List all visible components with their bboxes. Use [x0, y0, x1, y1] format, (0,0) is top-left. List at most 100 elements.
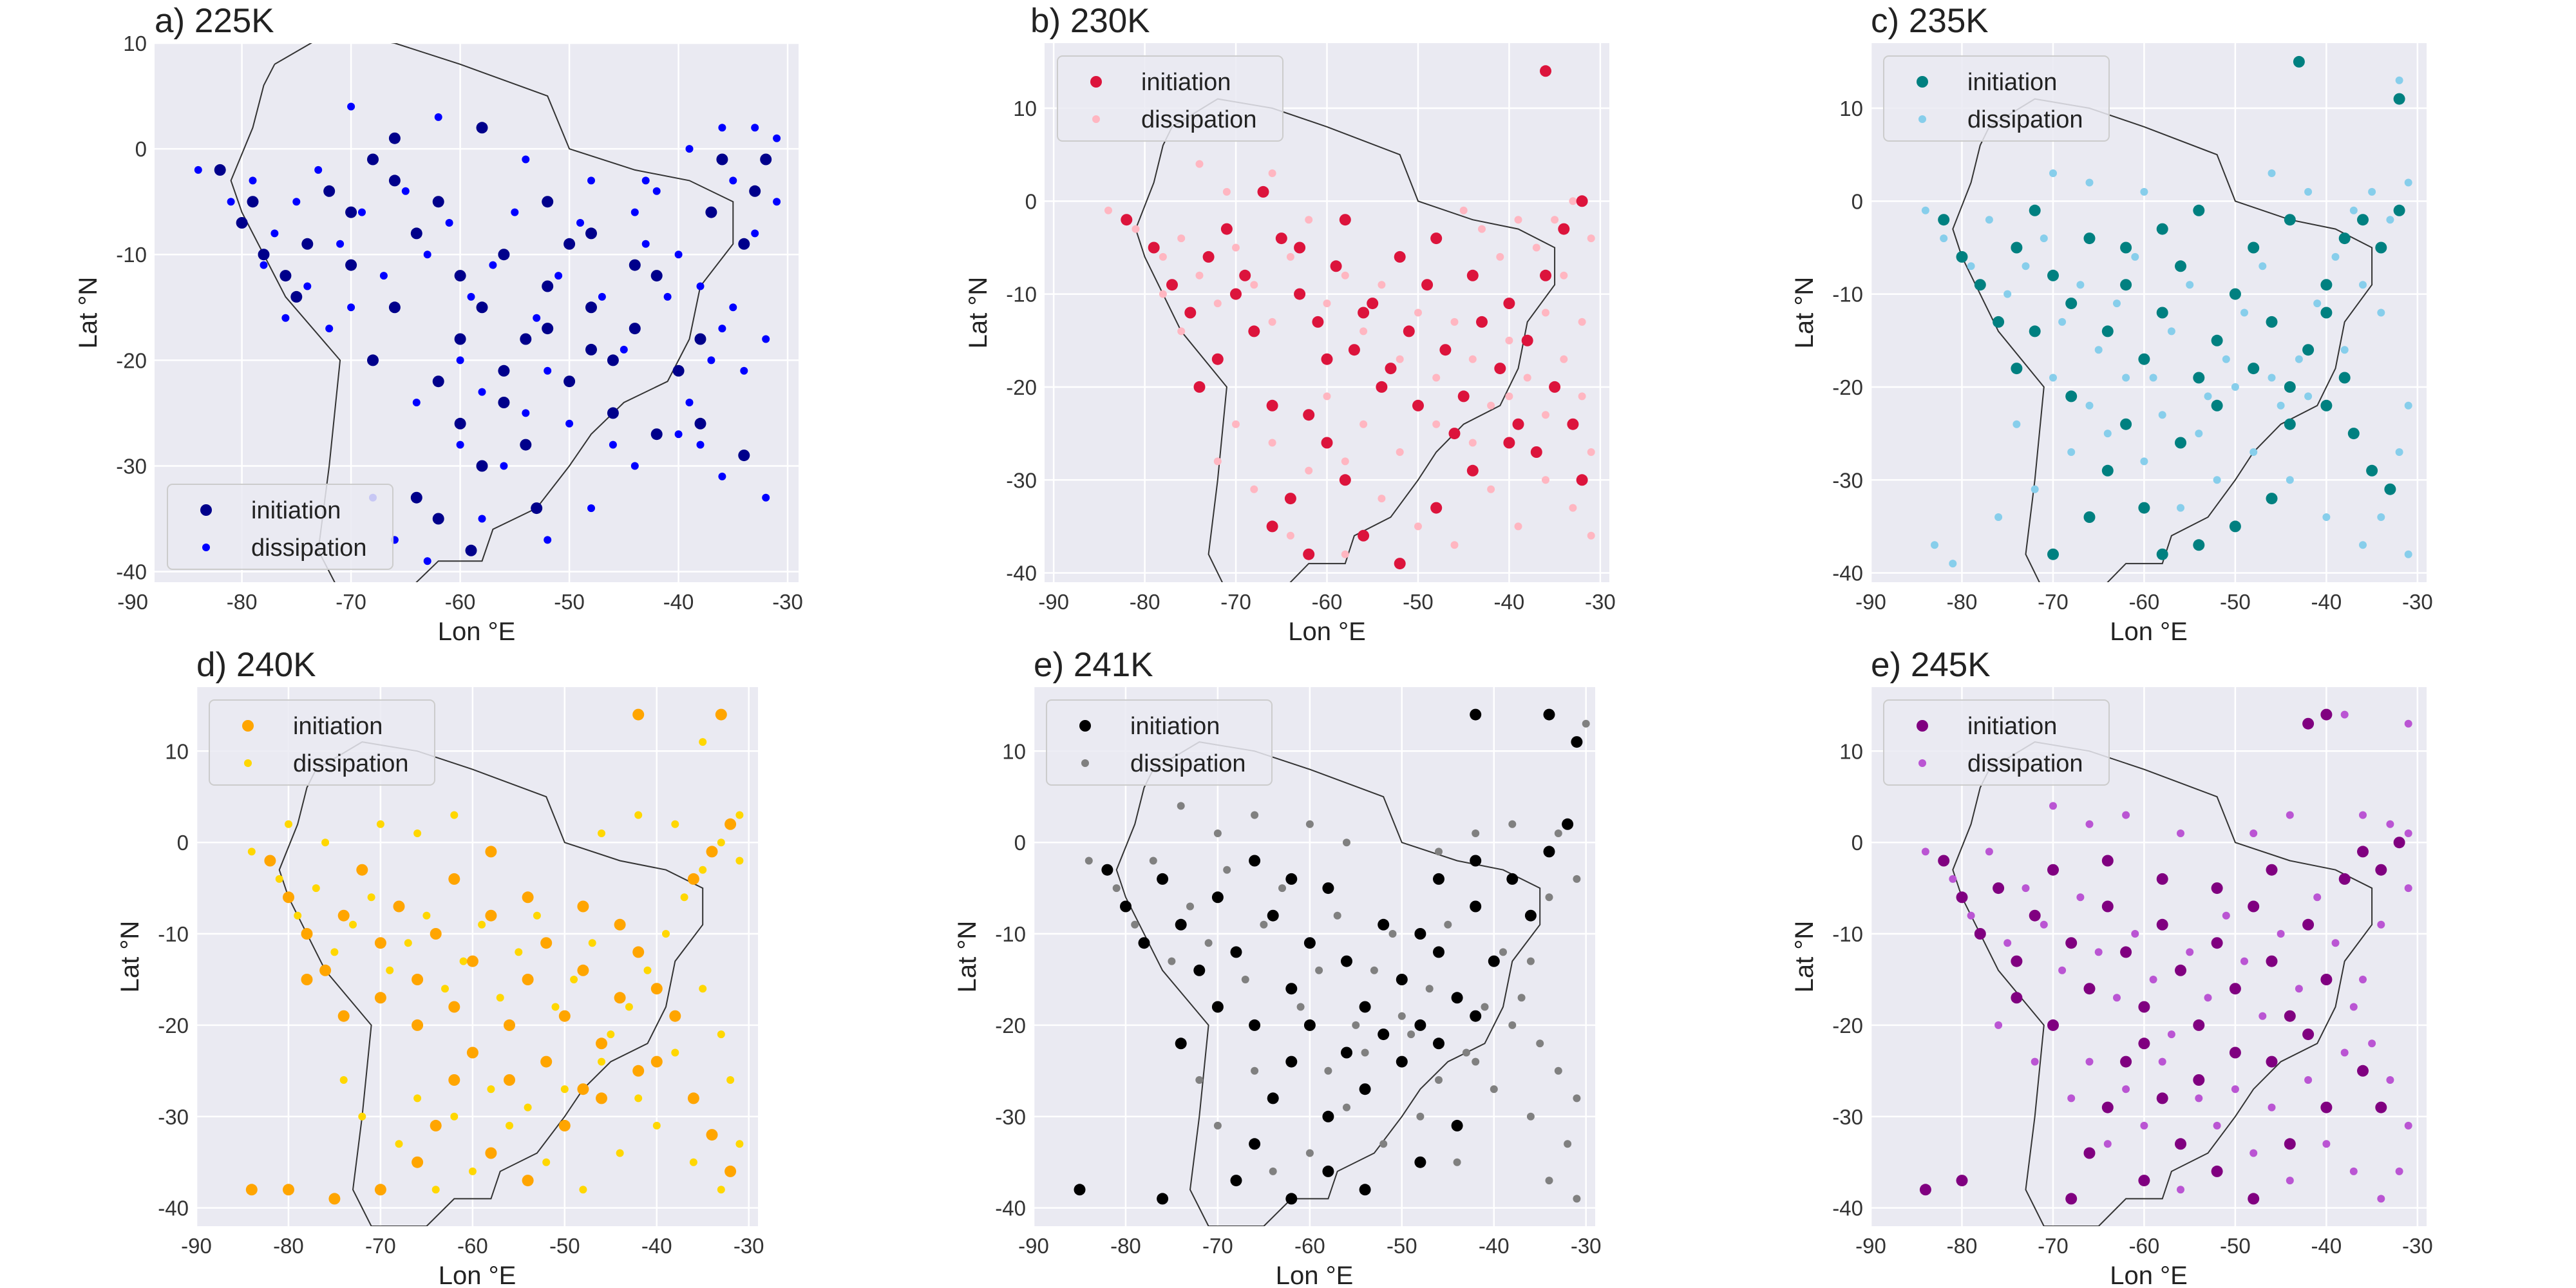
dissipation-point — [2213, 1121, 2221, 1130]
legend-marker-dissipation — [1918, 115, 1926, 123]
initiation-point — [724, 1165, 737, 1177]
initiation-point — [2083, 983, 2096, 995]
dissipation-point — [2404, 401, 2412, 410]
initiation-point — [2193, 539, 2205, 551]
initiation-point — [1303, 937, 1316, 949]
initiation-point — [1394, 558, 1406, 570]
initiation-point — [2375, 864, 2387, 876]
initiation-point — [1257, 185, 1269, 198]
dissipation-point — [1526, 1112, 1535, 1121]
dissipation-point — [1921, 206, 1929, 214]
y-tick-label: -20 — [1006, 375, 1037, 399]
dissipation-point — [2140, 457, 2148, 466]
initiation-point — [448, 873, 460, 885]
y-tick-label: -20 — [116, 348, 147, 372]
y-tick-label: 0 — [1025, 189, 1037, 213]
x-tick-label: -40 — [641, 1234, 672, 1258]
dissipation-point — [2186, 281, 2194, 289]
initiation-point — [2156, 1092, 2168, 1104]
dissipation-point — [1468, 439, 1477, 447]
y-tick-label: -10 — [158, 922, 189, 946]
dissipation-point — [735, 857, 744, 865]
x-tick-label: -60 — [2129, 590, 2160, 614]
dissipation-point — [312, 884, 320, 893]
dissipation-point — [2049, 802, 2057, 810]
dissipation-point — [2085, 401, 2094, 410]
x-tick-label: -70 — [336, 590, 366, 614]
y-tick-label: -30 — [995, 1105, 1026, 1129]
x-tick-label: -80 — [1947, 1234, 1978, 1258]
initiation-point — [485, 1147, 497, 1159]
initiation-point — [2120, 279, 2132, 291]
initiation-point — [2011, 992, 2023, 1004]
dissipation-point — [718, 325, 726, 333]
dissipation-point — [434, 113, 442, 121]
initiation-point — [1359, 1083, 1371, 1095]
initiation-point — [2338, 372, 2351, 384]
initiation-point — [687, 873, 699, 885]
initiation-point — [1138, 937, 1150, 949]
dissipation-point — [515, 948, 523, 956]
dissipation-point — [2404, 178, 2412, 187]
dissipation-point — [2140, 1121, 2148, 1130]
dissipation-point — [2268, 1103, 2276, 1112]
y-tick-label: 10 — [123, 32, 147, 55]
initiation-point — [432, 513, 444, 525]
dissipation-point — [729, 176, 737, 185]
initiation-point — [2320, 708, 2333, 721]
dissipation-point — [641, 240, 650, 248]
dissipation-point — [689, 1158, 697, 1166]
dissipation-point — [1587, 531, 1595, 540]
y-tick-label: -40 — [158, 1197, 189, 1220]
initiation-point — [650, 983, 663, 995]
dissipation-point — [2067, 448, 2076, 456]
initiation-point — [2357, 846, 2369, 858]
initiation-point — [1512, 418, 1524, 430]
initiation-point — [1412, 399, 1424, 412]
legend-label-dissipation: dissipation — [251, 535, 367, 562]
initiation-point — [1211, 353, 1224, 365]
dissipation-point — [1379, 1140, 1388, 1148]
dissipation-point — [194, 166, 202, 174]
initiation-point — [2366, 464, 2378, 477]
dissipation-point — [1213, 829, 1222, 837]
dissipation-point — [1578, 317, 1586, 326]
dissipation-point — [227, 198, 235, 206]
dissipation-point — [1305, 466, 1313, 475]
initiation-point — [1267, 1092, 1279, 1104]
scatter-plot: -90 -80 -70 -60 -50 -40 -30 -40 -30 -20 -10 0 10 Lon … — [1790, 43, 2433, 646]
initiation-point — [2393, 837, 2405, 849]
x-tick-label: -50 — [2220, 590, 2251, 614]
initiation-point — [1211, 891, 1224, 904]
initiation-point — [1220, 223, 1233, 235]
initiation-point — [2120, 242, 2132, 254]
initiation-point — [1956, 891, 1968, 904]
initiation-point — [2047, 864, 2059, 876]
dissipation-point — [1232, 243, 1240, 252]
dissipation-point — [1444, 920, 1452, 929]
dissipation-point — [1554, 829, 1562, 837]
scatter-plot: -90 -80 -70 -60 -50 -40 -30 -40 -30 -20 -10 0 10 Lon … — [964, 43, 1616, 646]
dissipation-point — [2404, 1121, 2412, 1130]
x-tick-label: -90 — [1855, 590, 1886, 614]
dissipation-point — [726, 1076, 735, 1084]
x-axis-label: Lon °E — [2110, 618, 2188, 646]
dissipation-point — [587, 176, 595, 185]
dissipation-point — [1396, 448, 1404, 456]
initiation-point — [1322, 1165, 1334, 1177]
dissipation-point — [478, 515, 486, 523]
dissipation-point — [2049, 169, 2057, 177]
y-tick-label: -20 — [995, 1014, 1026, 1037]
initiation-point — [2266, 493, 2278, 505]
initiation-point — [1448, 428, 1461, 440]
dissipation-point — [643, 966, 652, 974]
dissipation-point — [1159, 252, 1167, 261]
dissipation-point — [2131, 930, 2139, 938]
x-tick-label: -30 — [734, 1234, 764, 1258]
y-axis-label: Lat °N — [1790, 277, 1819, 349]
x-tick-label: -90 — [117, 590, 148, 614]
legend-box — [1046, 699, 1273, 786]
initiation-point — [2101, 855, 2114, 867]
dissipation-point — [2404, 829, 2412, 837]
initiation-point — [283, 891, 294, 904]
